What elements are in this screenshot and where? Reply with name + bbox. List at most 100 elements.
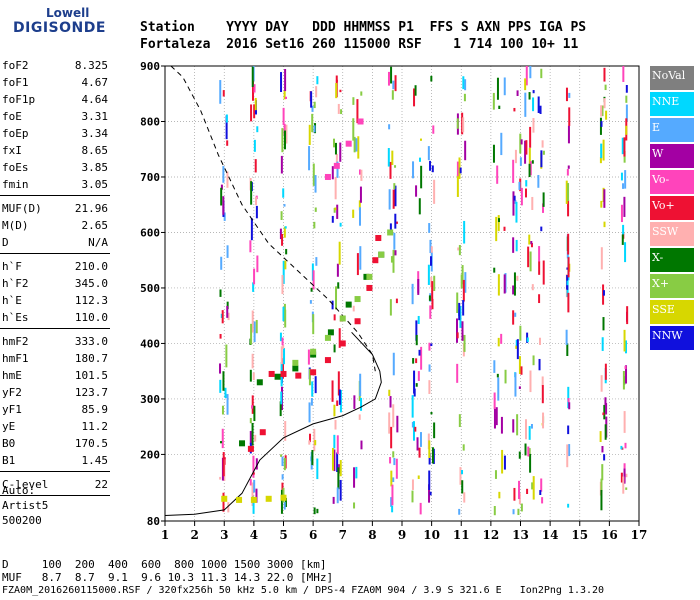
param-name: B1 bbox=[2, 454, 16, 467]
x-tick-label: 7 bbox=[339, 528, 347, 542]
param-name: h`E bbox=[2, 294, 22, 307]
param-group-virtual-heights: h`F 210.0 h`F2 345.0 h`E 112.3 h`Es 110.0 bbox=[0, 258, 110, 326]
param-name: M(D) bbox=[2, 219, 29, 232]
x-tick-label: 4 bbox=[250, 528, 258, 542]
trace-point-sse bbox=[221, 495, 228, 502]
param-row: M(D) 2.65 bbox=[0, 217, 110, 234]
param-row: foF1 4.67 bbox=[0, 74, 110, 91]
x-tick-label: 2 bbox=[190, 528, 198, 542]
param-value: 112.3 bbox=[74, 294, 108, 307]
param-row: h`E 112.3 bbox=[0, 292, 110, 309]
param-name: foF1 bbox=[2, 76, 29, 89]
param-name: foEp bbox=[2, 127, 29, 140]
param-row: B1 1.45 bbox=[0, 452, 110, 469]
param-value: 345.0 bbox=[74, 277, 108, 290]
param-value: 101.5 bbox=[74, 369, 108, 382]
electron-density-profile-dashed bbox=[170, 65, 376, 372]
param-row: hmF1 180.7 bbox=[0, 350, 110, 367]
x-tick-label: 9 bbox=[398, 528, 406, 542]
electron-density-profile bbox=[164, 331, 382, 516]
param-group-muf: MUF(D) 21.96 M(D) 2.65 D N/A bbox=[0, 200, 110, 251]
x-tick-label: 15 bbox=[571, 528, 588, 542]
trace-point-x- bbox=[345, 301, 352, 308]
param-name: hmF1 bbox=[2, 352, 29, 365]
polarization-legend: NoVal NNE E W Vo- Vo+ SSW X- X+ SSE NNW bbox=[650, 66, 694, 352]
trace-point-x- bbox=[378, 251, 385, 258]
param-row: yF2 123.7 bbox=[0, 384, 110, 401]
legend-item-nnw: NNW bbox=[650, 326, 694, 350]
x-tick-label: 8 bbox=[368, 528, 376, 542]
logo-line1: Lowell bbox=[46, 6, 90, 20]
param-value: 85.9 bbox=[81, 403, 109, 416]
trace-point-sse bbox=[280, 494, 287, 501]
x-tick-label: 12 bbox=[483, 528, 500, 542]
param-row: yF1 85.9 bbox=[0, 401, 110, 418]
trace-point-x- bbox=[239, 440, 246, 447]
trace-point-x- bbox=[274, 373, 281, 380]
trace-point-x- bbox=[387, 229, 394, 236]
y-tick-label: 700 bbox=[140, 171, 160, 184]
param-row: yE 11.2 bbox=[0, 418, 110, 435]
legend-item-e: E bbox=[650, 118, 694, 142]
trace-point-vo- bbox=[372, 257, 379, 264]
param-value: 8.325 bbox=[74, 59, 108, 72]
trace-point-vo- bbox=[259, 429, 266, 436]
trace-point-vo- bbox=[324, 357, 331, 364]
param-group-critical-freqs: foF2 8.325 foF1 4.67 foF1p 4.64 foE 3.31 foEp 3.3… bbox=[0, 57, 110, 193]
param-value: 170.5 bbox=[74, 437, 108, 450]
y-tick-label: 400 bbox=[140, 337, 160, 350]
param-value: 3.85 bbox=[81, 161, 109, 174]
param-value: 3.34 bbox=[81, 127, 109, 140]
auto-label: Auto: bbox=[2, 484, 36, 497]
param-name: foF2 bbox=[2, 59, 29, 72]
divider bbox=[0, 195, 110, 196]
param-value: 4.67 bbox=[81, 76, 109, 89]
trace-point-x- bbox=[256, 379, 263, 386]
param-value: 21.96 bbox=[74, 202, 108, 215]
param-row: C-level 22 bbox=[0, 476, 110, 493]
trace-point-vo- bbox=[345, 140, 352, 147]
trace-point-vo- bbox=[268, 370, 275, 377]
param-name: B0 bbox=[2, 437, 16, 450]
param-value: N/A bbox=[88, 236, 108, 249]
scaled-parameters-panel: foF2 8.325 foF1 4.67 foF1p 4.64 foE 3.31 foEp 3.3… bbox=[0, 57, 110, 500]
x-tick-label: 17 bbox=[631, 528, 648, 542]
file-info: FZA0M_2016260115000.RSF / 320fx256h 50 k… bbox=[2, 585, 605, 596]
param-value: 4.64 bbox=[81, 93, 109, 106]
param-row: MUF(D) 21.96 bbox=[0, 200, 110, 217]
y-tick-label: 800 bbox=[140, 115, 160, 128]
param-row: foE 3.31 bbox=[0, 108, 110, 125]
param-value: 110.0 bbox=[74, 311, 108, 324]
x-tick-label: 16 bbox=[601, 528, 618, 542]
y-tick-label: 80 bbox=[147, 515, 160, 528]
legend-item-x-: X+ bbox=[650, 274, 694, 298]
param-name: foE bbox=[2, 110, 22, 123]
param-name: yF2 bbox=[2, 386, 22, 399]
x-tick-label: 3 bbox=[220, 528, 228, 542]
param-value: 22 bbox=[94, 478, 108, 491]
param-row: h`F2 345.0 bbox=[0, 275, 110, 292]
param-row: D N/A bbox=[0, 234, 110, 251]
trace-point-vo- bbox=[333, 162, 340, 169]
trace-point-vo- bbox=[324, 173, 331, 180]
trace-point-vo- bbox=[357, 118, 364, 125]
param-row: hmF2 333.0 bbox=[0, 333, 110, 350]
trace-point-x- bbox=[292, 365, 299, 372]
param-name: D bbox=[2, 236, 9, 249]
y-tick-label: 200 bbox=[140, 448, 160, 461]
param-name: h`F2 bbox=[2, 277, 29, 290]
y-tick-label: 500 bbox=[140, 282, 160, 295]
x-tick-label: 6 bbox=[309, 528, 317, 542]
param-value: 123.7 bbox=[74, 386, 108, 399]
param-row: fmin 3.05 bbox=[0, 176, 110, 193]
x-tick-label: 1 bbox=[161, 528, 169, 542]
param-row: foEs 3.85 bbox=[0, 159, 110, 176]
trace-point-x- bbox=[292, 359, 299, 366]
y-tick-label: 300 bbox=[140, 393, 160, 406]
digisonde-logo: Lowell DIGISONDE bbox=[8, 6, 128, 46]
logo-line2: DIGISONDE bbox=[13, 20, 106, 36]
auto-code: 500200 bbox=[2, 514, 42, 527]
x-tick-label: 13 bbox=[512, 528, 529, 542]
param-value: 333.0 bbox=[74, 335, 108, 348]
